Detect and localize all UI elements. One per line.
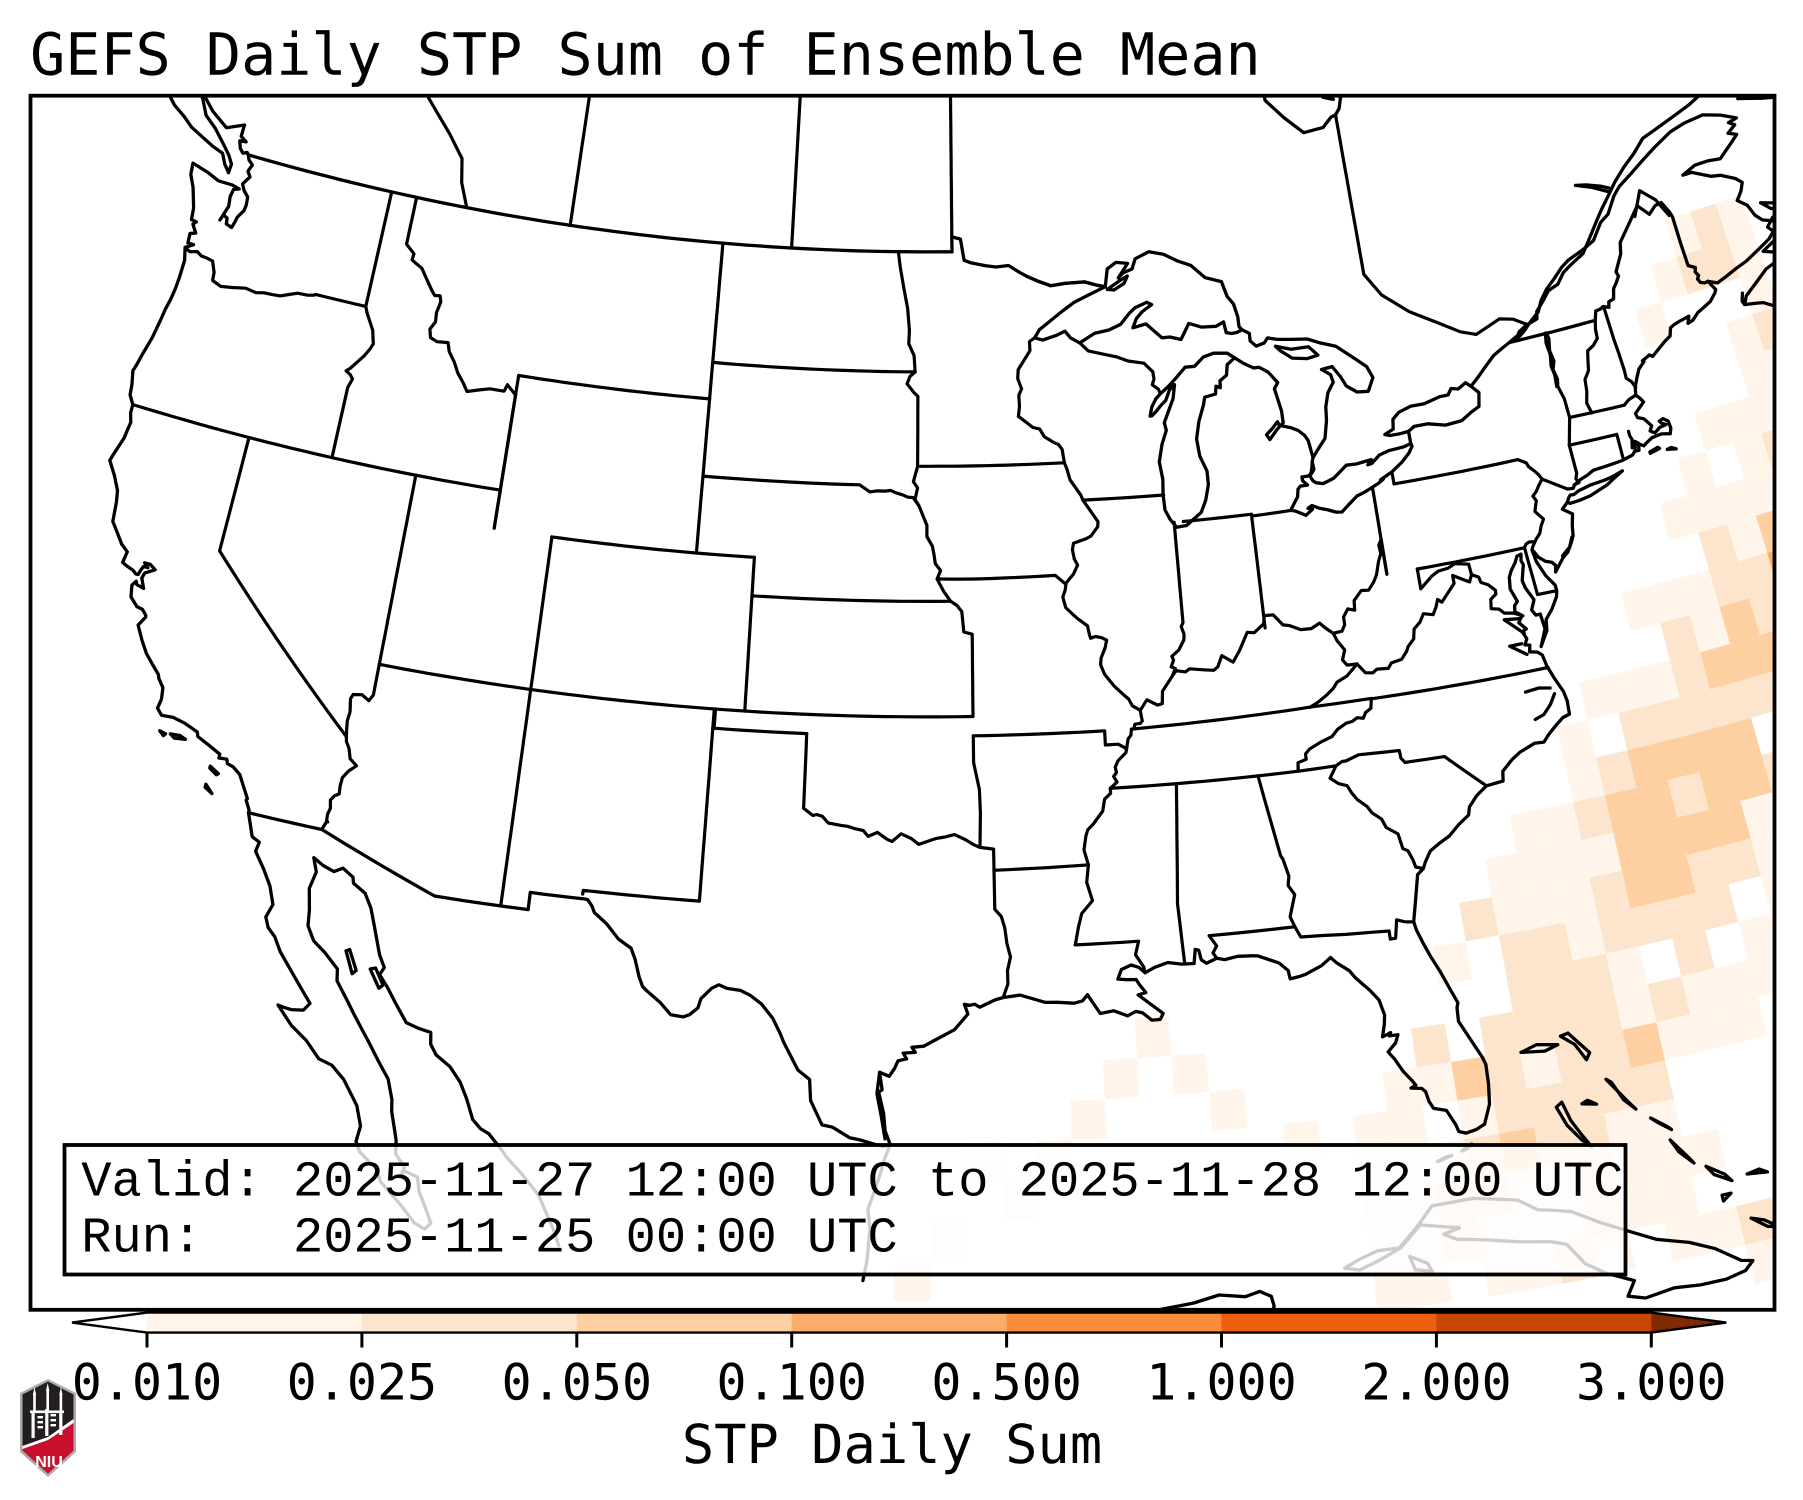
svg-text:Run: 2025-11-25 00:00 UTC: Run: 2025-11-25 00:00 UTC: [81, 1211, 897, 1268]
svg-text:Valid: 2025-11-27 12:00 UTC to: Valid: 2025-11-27 12:00 UTC to 2025-11-2…: [81, 1155, 1623, 1212]
svg-text:NIU: NIU: [35, 1454, 63, 1471]
